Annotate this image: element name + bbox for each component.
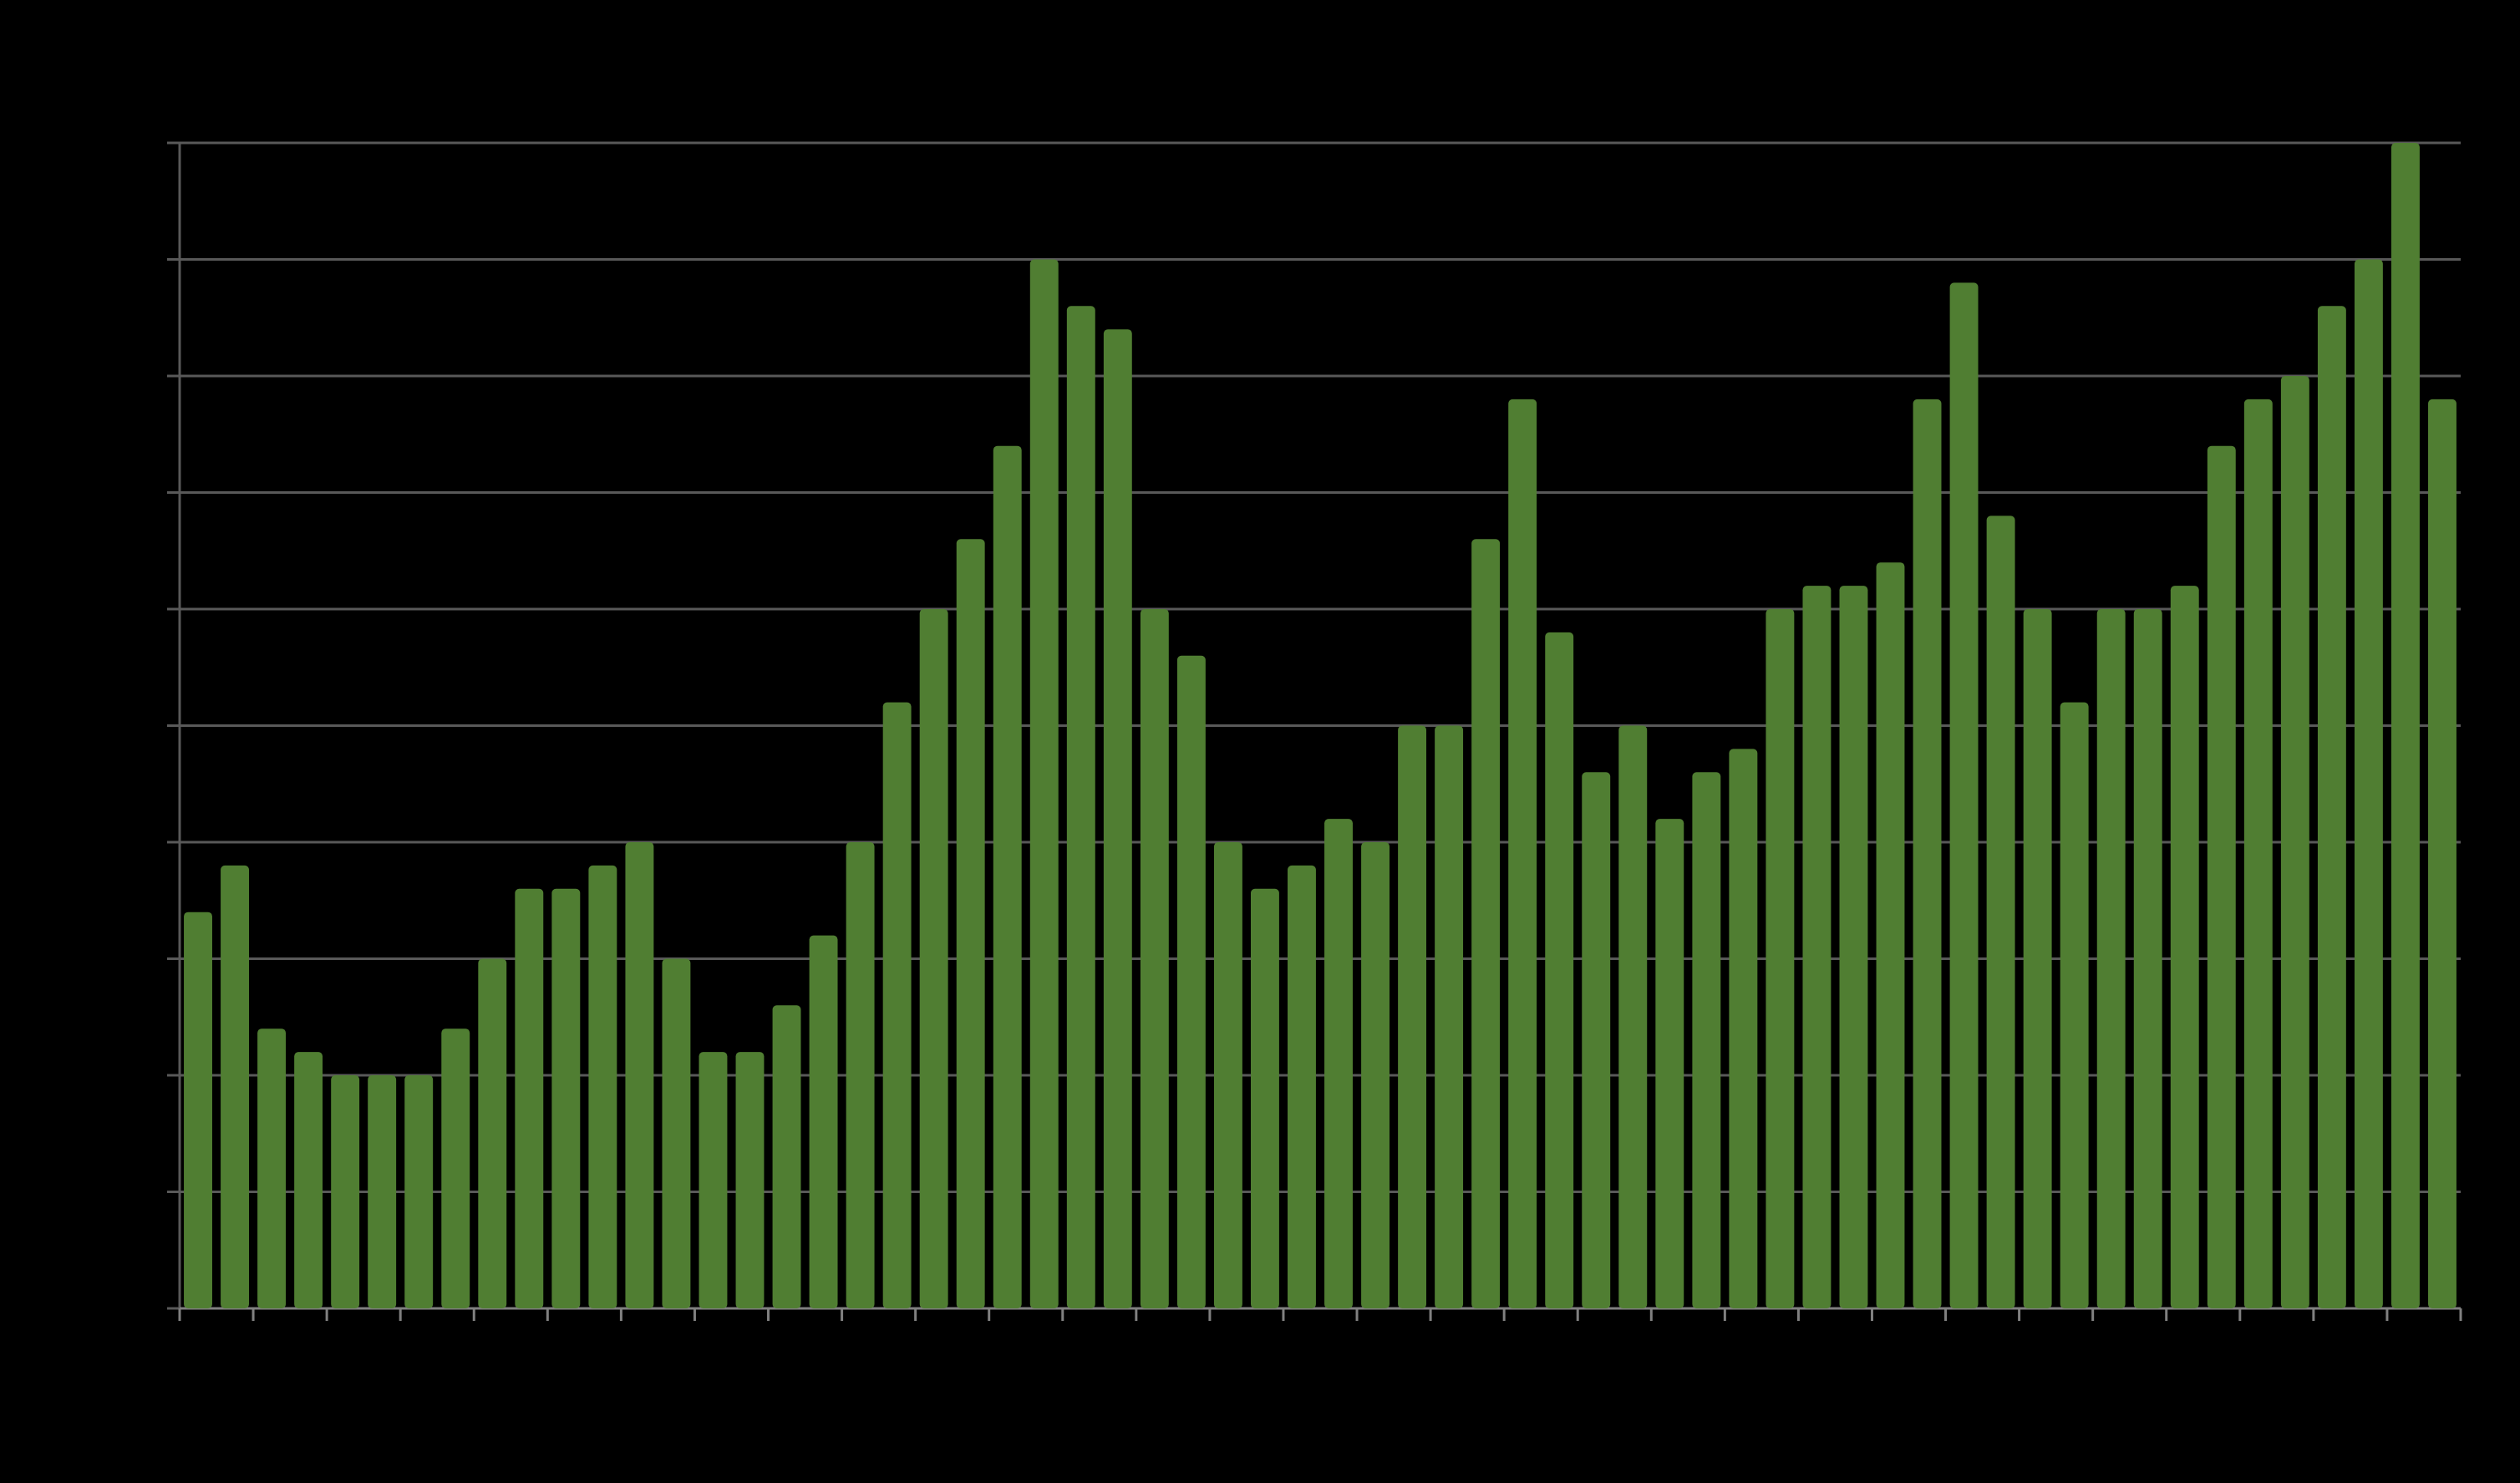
- bar: [441, 1028, 470, 1308]
- bar: [735, 1052, 765, 1308]
- bar: [1545, 632, 1574, 1308]
- bar: [1618, 725, 1648, 1308]
- bar: [1213, 842, 1242, 1308]
- bar: [1140, 609, 1169, 1308]
- bar: [2096, 609, 2126, 1308]
- bar: [809, 935, 838, 1308]
- bar: [772, 1005, 801, 1308]
- bar: [2317, 306, 2346, 1308]
- bar: [1066, 306, 1095, 1308]
- bar: [2280, 376, 2309, 1308]
- bar: [1949, 282, 1979, 1308]
- bar: [1766, 609, 1795, 1308]
- bar: [1471, 539, 1501, 1308]
- bar: [331, 1075, 360, 1308]
- bar: [993, 445, 1022, 1309]
- bar: [1361, 842, 1390, 1308]
- bar: [2428, 399, 2456, 1308]
- bar: [846, 842, 875, 1308]
- bar: [2390, 143, 2420, 1308]
- bar: [184, 912, 212, 1308]
- bar: [882, 702, 912, 1308]
- bar: [551, 888, 581, 1308]
- bar: [2133, 609, 2162, 1308]
- bar: [1176, 655, 1206, 1308]
- bar: [1802, 586, 1832, 1308]
- bar: [2170, 586, 2199, 1308]
- bar: [1692, 772, 1721, 1308]
- bar: [2354, 259, 2383, 1308]
- bar: [2207, 445, 2236, 1309]
- bar: [2243, 399, 2273, 1308]
- bar: [1324, 819, 1353, 1308]
- bar: [1986, 515, 2015, 1308]
- bar: [368, 1075, 397, 1308]
- bar: [1876, 562, 1905, 1308]
- bar: [478, 958, 507, 1308]
- bar: [404, 1075, 434, 1308]
- bar: [919, 609, 948, 1308]
- bar: [1029, 259, 1059, 1308]
- bar: [956, 539, 985, 1308]
- bar: [294, 1052, 323, 1308]
- bar: [699, 1052, 728, 1308]
- bar: [1582, 772, 1611, 1308]
- bar: [1288, 865, 1316, 1308]
- bar: [1103, 329, 1132, 1309]
- bar: [221, 865, 250, 1308]
- bar: [1250, 888, 1279, 1308]
- bar: [1729, 749, 1758, 1308]
- bar: [2023, 609, 2052, 1308]
- bar: [1655, 819, 1684, 1308]
- bar: [2060, 702, 2089, 1308]
- bar: [1913, 399, 1942, 1308]
- bar: [588, 865, 617, 1308]
- bar: [1839, 586, 1868, 1308]
- bar: [1508, 399, 1537, 1308]
- bar: [1398, 725, 1427, 1308]
- bar: [625, 842, 654, 1308]
- bar: [257, 1028, 287, 1308]
- bar: [515, 888, 544, 1308]
- bar: [662, 958, 691, 1308]
- bar: [1435, 725, 1464, 1308]
